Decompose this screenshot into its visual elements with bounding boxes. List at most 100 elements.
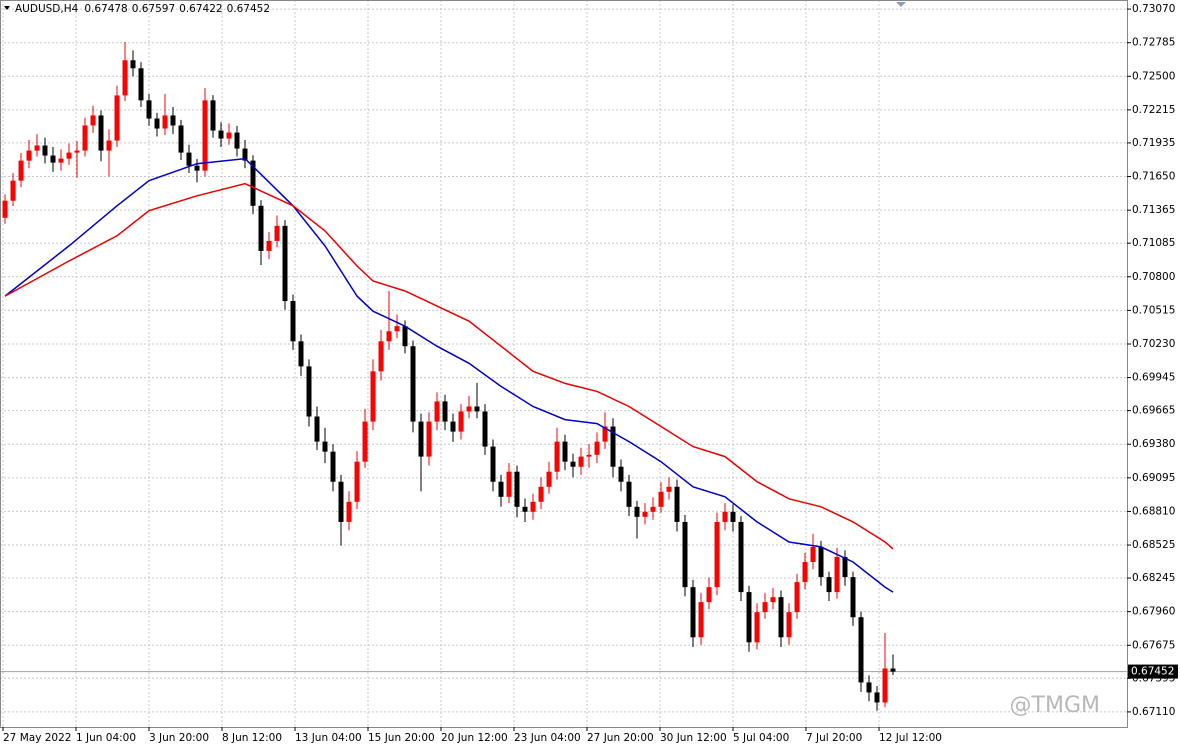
candle-body [890,668,896,672]
candle-body [778,597,784,638]
x-tick-label: 13 Jun 04:00 [295,732,362,744]
candle-body [866,682,872,693]
candle-body [802,562,808,583]
candle-body [850,577,856,618]
candle-body [34,145,40,151]
y-tick-label: 0.69945 [1132,372,1175,384]
candle-body [418,421,424,457]
x-tick-label: 5 Jul 04:00 [733,732,789,744]
candle-body [658,491,664,507]
candle-body [458,411,464,432]
y-tick-label: 0.67110 [1132,706,1175,718]
candle-body [146,100,152,119]
candle-body [602,426,608,442]
plot-area [0,0,1127,727]
candle-body [202,100,208,171]
candle-body [834,556,840,593]
candle-body [762,602,768,613]
x-tick-label: 1 Jun 04:00 [76,732,136,744]
x-tick-label: 12 Jul 12:00 [879,732,942,744]
candle-body [570,461,576,467]
menu-arrow[interactable] [4,6,10,10]
candle-body [2,200,8,218]
candle-body [90,115,96,126]
y-tick-label: 0.70800 [1132,271,1175,283]
plot-frame [0,0,1128,728]
x-tick-label: 7 Jul 20:00 [806,732,862,744]
candle-body [682,521,688,588]
y-tick-label: 0.71650 [1132,171,1175,183]
high: 0.67597 [132,3,175,15]
candle-body [58,158,64,163]
candle-body [738,521,744,593]
candle-body [650,506,656,512]
candle-body [242,148,248,161]
candle-body [66,152,72,159]
candle-body [250,160,256,206]
y-tick-label: 0.71935 [1132,137,1175,149]
moving-average [4,157,894,593]
candle-body [98,115,104,151]
candle-body [154,118,160,129]
candle-body [858,617,864,683]
candle-body [626,481,632,507]
x-tick-label: 27 Jun 20:00 [587,732,654,744]
x-tick-label: 23 Jun 04:00 [514,732,581,744]
candle-body [714,521,720,588]
candle-body [506,471,512,497]
candle-body [50,155,56,163]
y-tick-label: 0.69095 [1132,472,1175,484]
candle-body [114,95,120,141]
candle-body [474,406,480,412]
candle-body [874,692,880,703]
y-tick-label: 0.72785 [1132,37,1175,49]
candle-body [746,592,752,643]
candle-body [698,602,704,638]
candle-body [554,441,560,472]
y-tick-label: 0.68245 [1132,572,1175,584]
candle-body [354,461,360,502]
candle-body [178,125,184,153]
candle-body [362,421,368,462]
candle-body [586,454,592,457]
candle-body [122,60,128,96]
y-tick-label: 0.70230 [1132,338,1175,350]
y-tick-label: 0.73070 [1132,3,1175,15]
candle-body [490,446,496,482]
candle-body [210,100,216,131]
x-tick-label: 27 May 2022 [3,732,71,744]
candle-body [410,346,416,422]
watermark: @TMGM [1010,693,1100,718]
symbol: AUDUSD,H4 [15,3,79,15]
candle-body [770,597,776,603]
candle-body [298,341,304,367]
candle-body [818,546,824,578]
candle-body [642,511,648,517]
y-tick-label: 0.69665 [1132,405,1175,417]
candle-body [706,587,712,603]
candle-body [666,486,672,492]
y-tick-label: 0.68525 [1132,539,1175,551]
candle-body [826,577,832,593]
moving-average [4,182,894,550]
y-tick-label: 0.69380 [1132,438,1175,450]
candle-body [754,612,760,643]
candle-body [498,481,504,497]
candle-body [82,125,88,151]
x-tick-label: 30 Jun 12:00 [660,732,727,744]
candle-body [170,115,176,126]
y-tick-label: 0.68810 [1132,505,1175,517]
candle-body [386,331,392,342]
candle-body [514,471,520,507]
y-tick-label: 0.67675 [1132,639,1175,651]
candle-body [274,225,280,241]
candle-body [794,582,800,613]
low: 0.67422 [179,3,222,15]
x-tick-label: 15 Jun 20:00 [368,732,435,744]
candle-body [378,341,384,372]
candle-body [546,471,552,487]
candle-body [562,441,568,462]
price-label: 0.67452 [1131,666,1174,678]
